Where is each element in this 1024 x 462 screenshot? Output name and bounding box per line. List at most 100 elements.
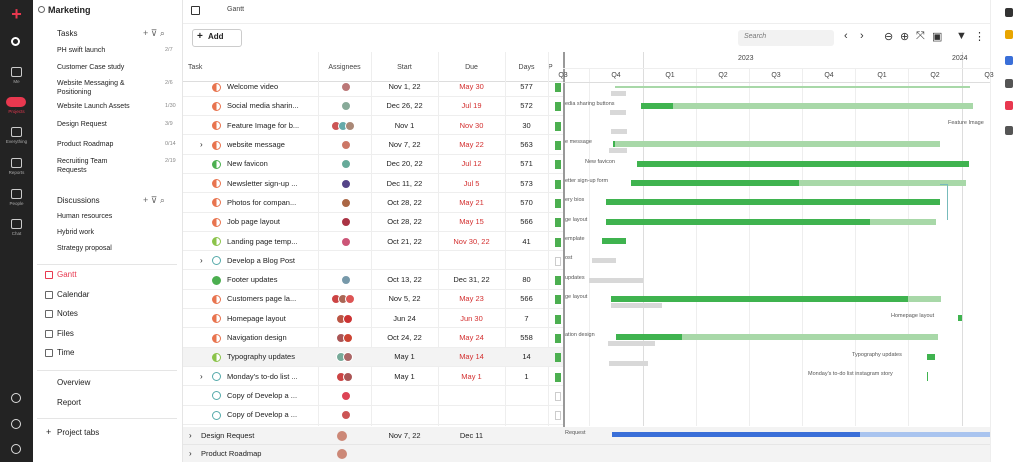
task-name[interactable]: Photos for compan... [227,197,297,207]
status-icon[interactable] [212,217,221,227]
task-name[interactable]: Newsletter sign-up ... [227,178,298,188]
status-icon[interactable] [212,352,221,362]
task-list-name[interactable]: PH swift launch [57,47,106,54]
extra-link[interactable]: Overview [57,378,91,387]
group-row[interactable] [183,445,990,462]
task-name[interactable]: Develop a Blog Post [227,255,295,265]
status-icon[interactable] [212,121,221,131]
rail-label[interactable]: Projects [8,109,25,114]
toolbar-icon[interactable]: ⤧ [916,30,925,42]
status-icon[interactable] [212,372,221,382]
table-row[interactable] [183,347,563,367]
status-icon[interactable] [212,391,221,401]
table-row[interactable] [183,406,563,425]
column-header[interactable]: Start [397,64,412,71]
project-tabs[interactable]: Project tabs [57,428,100,437]
rail-icon[interactable] [6,97,26,107]
expand-arrow[interactable]: › [200,371,203,381]
toolbar-icon[interactable]: ⊖ [884,31,894,43]
view-link[interactable]: Files [57,328,74,338]
right-rail-icon[interactable] [1005,30,1013,39]
table-row[interactable] [183,251,563,271]
search-placeholder[interactable]: Search [744,33,767,40]
view-link[interactable]: Notes [57,309,78,318]
column-header[interactable]: Assignees [328,64,361,71]
status-icon[interactable] [212,256,221,266]
group-name[interactable]: Design Request [201,430,255,440]
task-name[interactable]: Feature Image for b... [227,120,300,130]
right-rail-icon[interactable] [1005,79,1013,88]
task-name[interactable]: Social media sharin... [227,101,299,111]
right-rail-icon[interactable] [1005,8,1013,17]
toolbar-icon[interactable]: ‹ [844,30,848,42]
status-icon[interactable] [212,159,221,169]
task-name[interactable]: Landing page temp... [227,236,298,246]
task-name[interactable]: Typography updates [227,352,295,362]
group-row[interactable] [183,426,990,446]
toolbar-icon[interactable]: ⊕ [900,31,910,43]
task-list-name[interactable]: Product Roadmap [57,141,114,148]
task-name[interactable]: Monday's to-do list ... [227,371,298,381]
rail-icon[interactable] [11,158,22,168]
sidebar-toggle[interactable] [191,6,200,15]
table-row[interactable] [183,116,563,136]
task-list-name[interactable]: Design Request [57,121,107,128]
discussion[interactable]: Strategy proposal [57,245,112,252]
expand-arrow[interactable]: › [200,255,203,265]
search-box[interactable] [738,30,834,46]
task-list-name[interactable]: Website Launch Assets [57,103,130,110]
tasks-header[interactable]: Tasks [57,29,78,38]
task-name[interactable]: Copy of Develop a ... [227,410,298,420]
task-name[interactable]: Homepage layout [227,313,286,323]
column-header[interactable]: Task [188,64,203,71]
status-icon[interactable] [212,333,221,343]
rail-icon[interactable] [11,127,22,137]
status-icon[interactable] [212,198,221,208]
status-icon[interactable] [212,275,221,285]
right-rail-icon[interactable] [1005,56,1013,65]
discussion[interactable]: Hybrid work [57,229,94,236]
right-rail-icon[interactable] [1005,126,1013,135]
task-name[interactable]: New favicon [227,159,268,169]
task-list-name[interactable]: Customer Case study [57,64,125,71]
table-row[interactable] [183,328,563,348]
status-icon[interactable] [212,294,221,304]
view-link[interactable]: Time [57,348,75,357]
toolbar-icon[interactable]: ▣ [932,31,943,43]
rail-bottom-icon[interactable] [11,393,21,403]
add-label[interactable]: Add [208,32,224,41]
task-name[interactable]: Copy of Develop a ... [227,390,298,400]
rail-label[interactable]: People [9,201,24,206]
project-name[interactable]: Marketing [48,5,91,15]
rail-icon[interactable] [11,67,22,77]
status-icon[interactable] [212,410,221,420]
task-name[interactable]: Navigation design [227,333,287,342]
table-row[interactable] [183,232,563,252]
task-name[interactable]: Job page layout [227,217,280,227]
task-list-name[interactable]: Recruiting Team Requests [57,158,108,174]
table-row[interactable] [183,271,563,290]
status-icon[interactable] [212,314,221,324]
table-row[interactable] [183,193,563,213]
toolbar-icon[interactable]: ▼ [956,30,967,42]
expand-arrow[interactable]: › [200,140,203,149]
toolbar-icon[interactable]: ⋮ [974,31,985,43]
status-icon[interactable] [212,237,221,246]
rail-label[interactable]: Everything [5,139,28,144]
table-row[interactable] [183,135,563,155]
table-row[interactable] [183,174,563,194]
right-rail-icon[interactable] [1005,101,1013,110]
rail-icon[interactable] [11,219,22,229]
search-icon[interactable] [11,37,20,46]
task-list-name[interactable]: Website Messaging & Positioning [57,80,125,96]
rail-bottom-icon[interactable] [11,419,21,429]
column-header[interactable]: Due [465,64,478,71]
table-row[interactable] [183,213,563,232]
discussions-header[interactable]: Discussions [57,196,100,205]
status-icon[interactable] [212,82,221,92]
view-link[interactable]: Calendar [57,289,90,299]
rail-label[interactable]: Me [13,79,20,84]
group-name[interactable]: Product Roadmap [201,449,262,459]
column-header[interactable]: P [548,64,553,71]
expand-arrow[interactable]: › [189,449,192,459]
